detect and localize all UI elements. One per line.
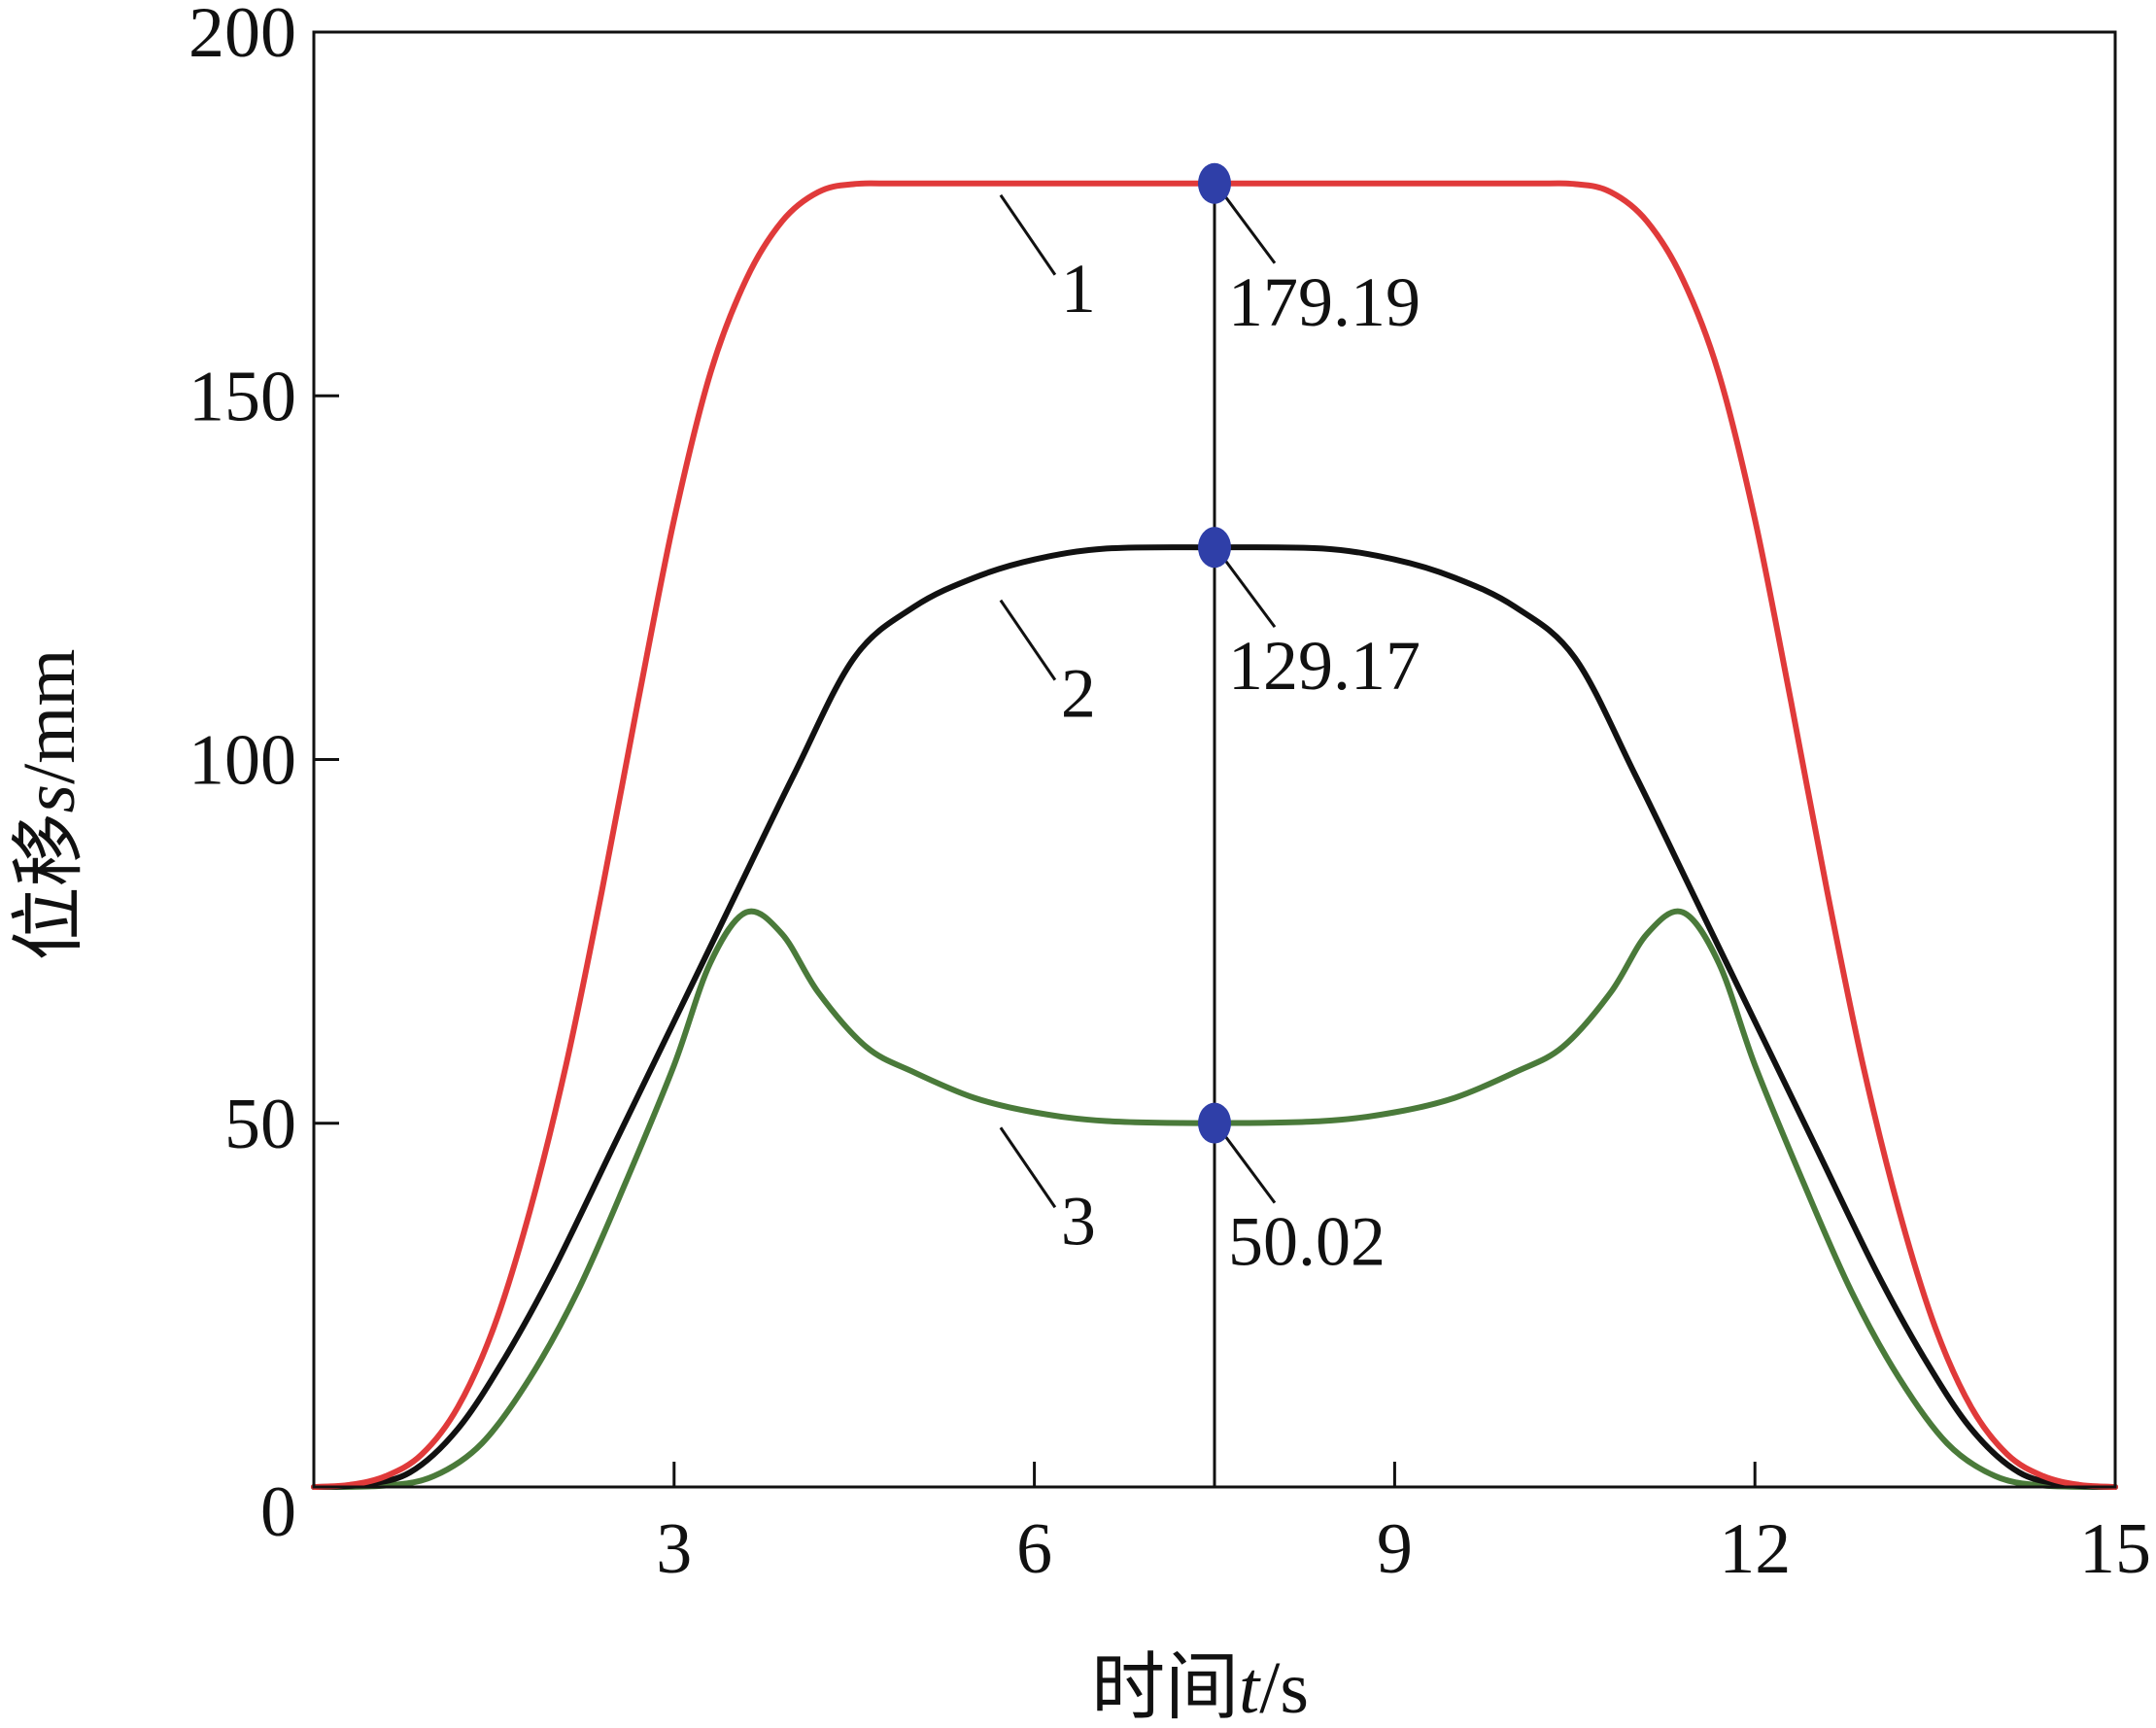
curve-leader-line	[999, 193, 1057, 276]
y-tick-label: 100	[188, 721, 296, 801]
value-label: 50.02	[1228, 1203, 1386, 1281]
x-tick-label: 6	[1016, 1509, 1052, 1589]
value-leader-line	[1222, 558, 1277, 629]
x-tick-label: 12	[1719, 1509, 1791, 1589]
value-label: 179.19	[1228, 263, 1420, 341]
y-tick-label: 200	[188, 0, 296, 73]
data-point-marker	[1198, 162, 1231, 204]
value-label: 129.17	[1228, 627, 1420, 705]
y-tick-label: 0	[260, 1472, 296, 1552]
value-leader-line	[1222, 1133, 1277, 1204]
x-tick-label: 15	[2079, 1509, 2151, 1589]
y-tick-label: 150	[188, 357, 296, 436]
data-point-marker	[1198, 1102, 1231, 1144]
curve-number-label: 2	[1061, 655, 1096, 733]
x-tick-label: 9	[1377, 1509, 1413, 1589]
callout-layer: 179.19 129.17 50.02 1 2 3	[999, 193, 1420, 1281]
x-tick-label: 3	[656, 1509, 692, 1589]
curve-number-label: 3	[1061, 1182, 1096, 1260]
curve-leader-line	[999, 599, 1057, 681]
curve-number-label: 1	[1061, 250, 1096, 328]
marker-layer	[1198, 162, 1231, 1144]
y-tick-label: 50	[224, 1085, 296, 1164]
x-axis-title: 时间t/s	[1091, 1647, 1309, 1728]
data-point-marker	[1198, 527, 1231, 569]
y-axis-title: 位移s/mm	[9, 649, 90, 961]
value-leader-line	[1222, 193, 1277, 264]
curve-leader-line	[999, 1126, 1057, 1209]
plot-frame	[312, 30, 2117, 1489]
